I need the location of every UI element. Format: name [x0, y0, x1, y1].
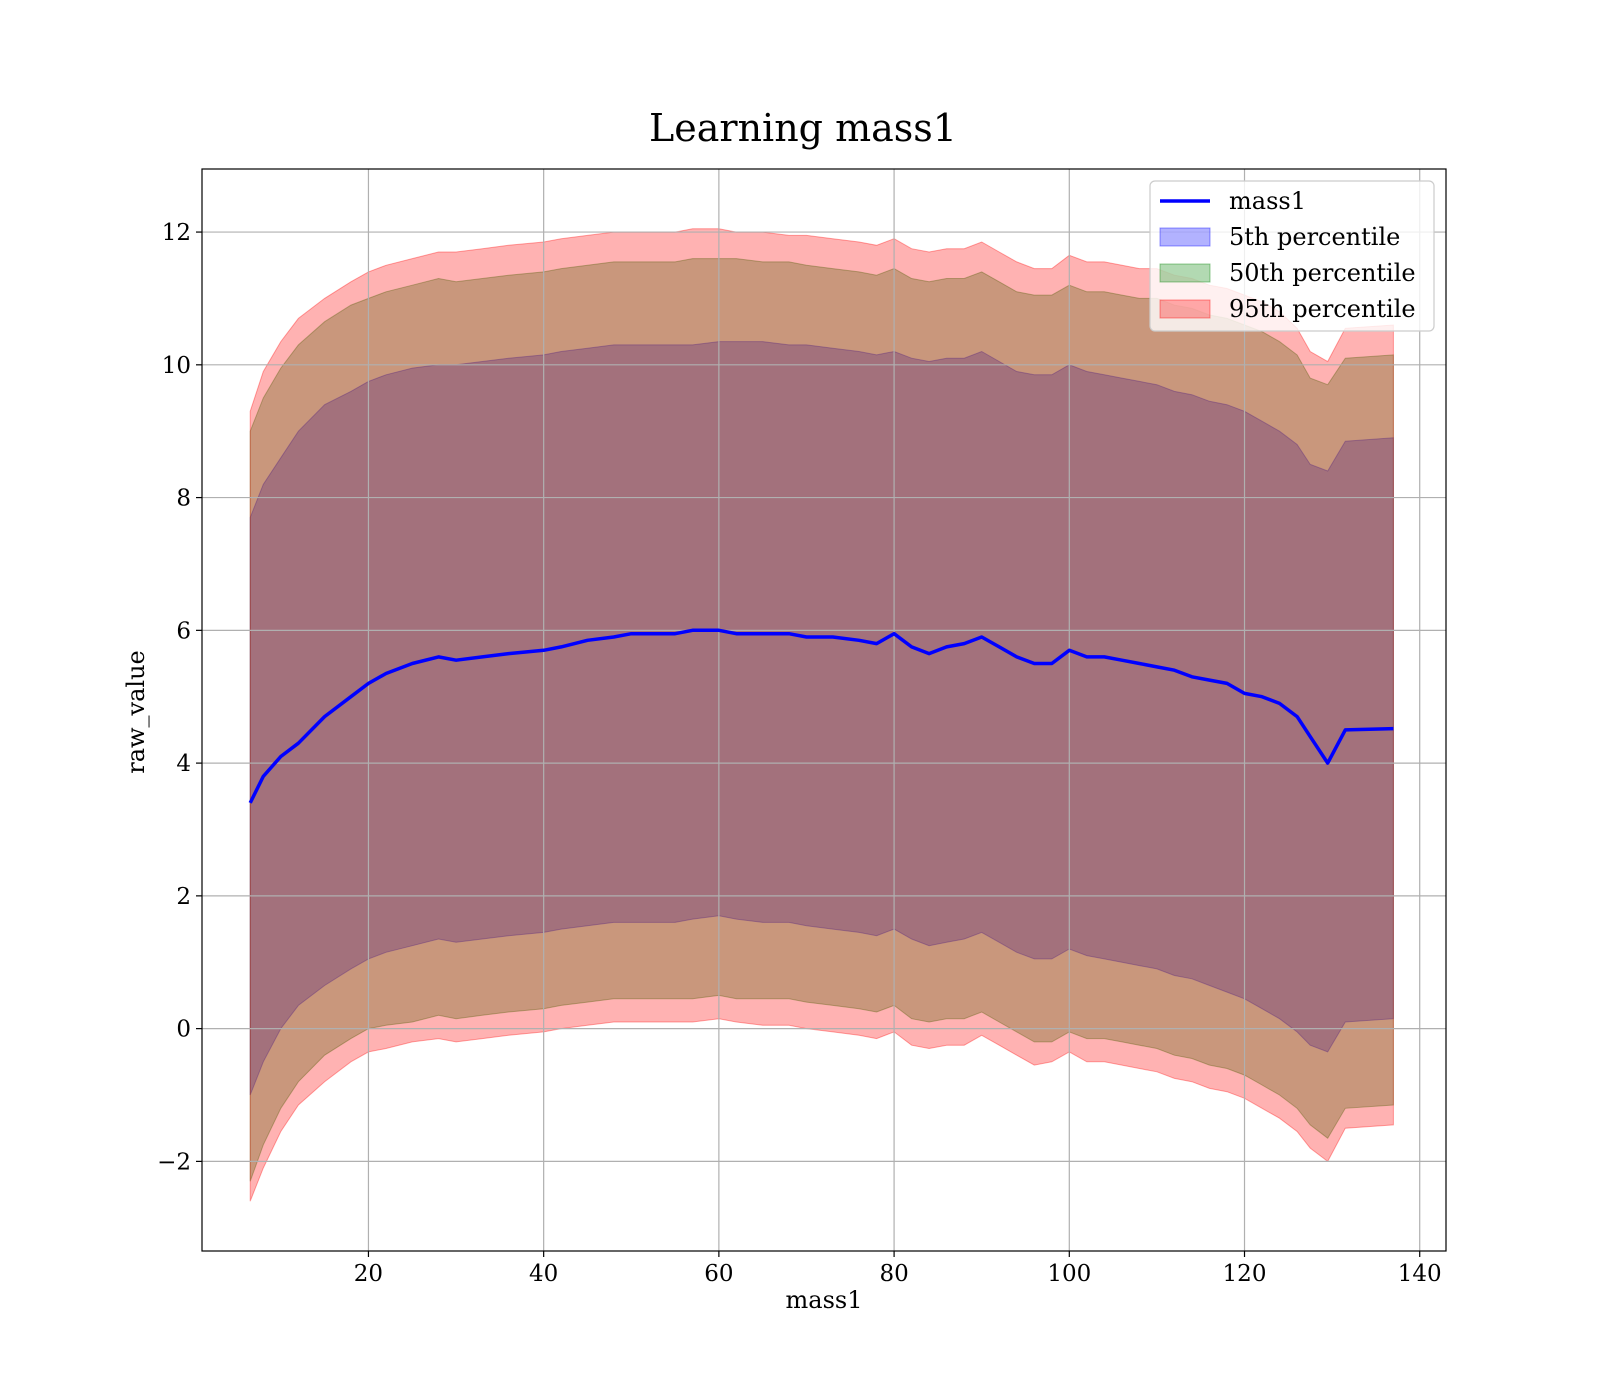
band-50th-percentile [249, 258, 1394, 1182]
plot-area [201, 168, 1447, 1252]
y-axis-ticks: −2 0 2 4 6 8 10 12 [157, 220, 202, 1175]
x-tick-label: 80 [879, 1261, 908, 1287]
legend-label-95th-percentile: 95th percentile [1229, 295, 1416, 323]
band-5th-percentile [249, 341, 1394, 1096]
y-tick-label: 10 [162, 353, 191, 379]
legend-swatch-50th-percentile [1159, 263, 1211, 283]
x-tick-label: 100 [1047, 1261, 1091, 1287]
percentile-bands [249, 228, 1394, 1202]
y-tick-label: 0 [176, 1017, 191, 1043]
x-tick-label: 60 [704, 1261, 733, 1287]
series-line-mass1 [248, 628, 1394, 804]
legend-frame [1149, 180, 1435, 332]
y-tick-label: −2 [157, 1149, 191, 1175]
plot-background [202, 169, 1446, 1251]
x-axis-ticks: 20 40 60 80 100 120 140 [354, 1251, 1442, 1287]
plot-frame [201, 168, 1447, 1252]
legend-swatch-95th-percentile [1159, 299, 1211, 319]
y-axis-label: raw_value [122, 650, 150, 774]
legend-label-50th-percentile: 50th percentile [1229, 259, 1416, 287]
y-tick-label: 6 [176, 618, 191, 644]
x-axis-label: mass1 [786, 1286, 863, 1314]
legend-label-5th-percentile: 5th percentile [1229, 223, 1400, 251]
y-tick-label: 8 [176, 486, 191, 512]
x-tick-label: 140 [1398, 1261, 1442, 1287]
x-tick-label: 40 [529, 1261, 558, 1287]
legend: mass1 5th percentile 50th percentile 95th p… [1149, 180, 1435, 332]
series-lines [248, 628, 1394, 804]
y-tick-label: 12 [162, 220, 191, 246]
x-tick-label: 120 [1223, 1261, 1267, 1287]
chart-title: Learning mass1 [649, 106, 957, 150]
legend-label-mass1: mass1 [1229, 187, 1306, 215]
y-tick-label: 4 [176, 751, 191, 777]
x-tick-label: 20 [354, 1261, 383, 1287]
y-tick-label: 2 [176, 884, 191, 910]
legend-swatch-5th-percentile [1159, 227, 1211, 247]
